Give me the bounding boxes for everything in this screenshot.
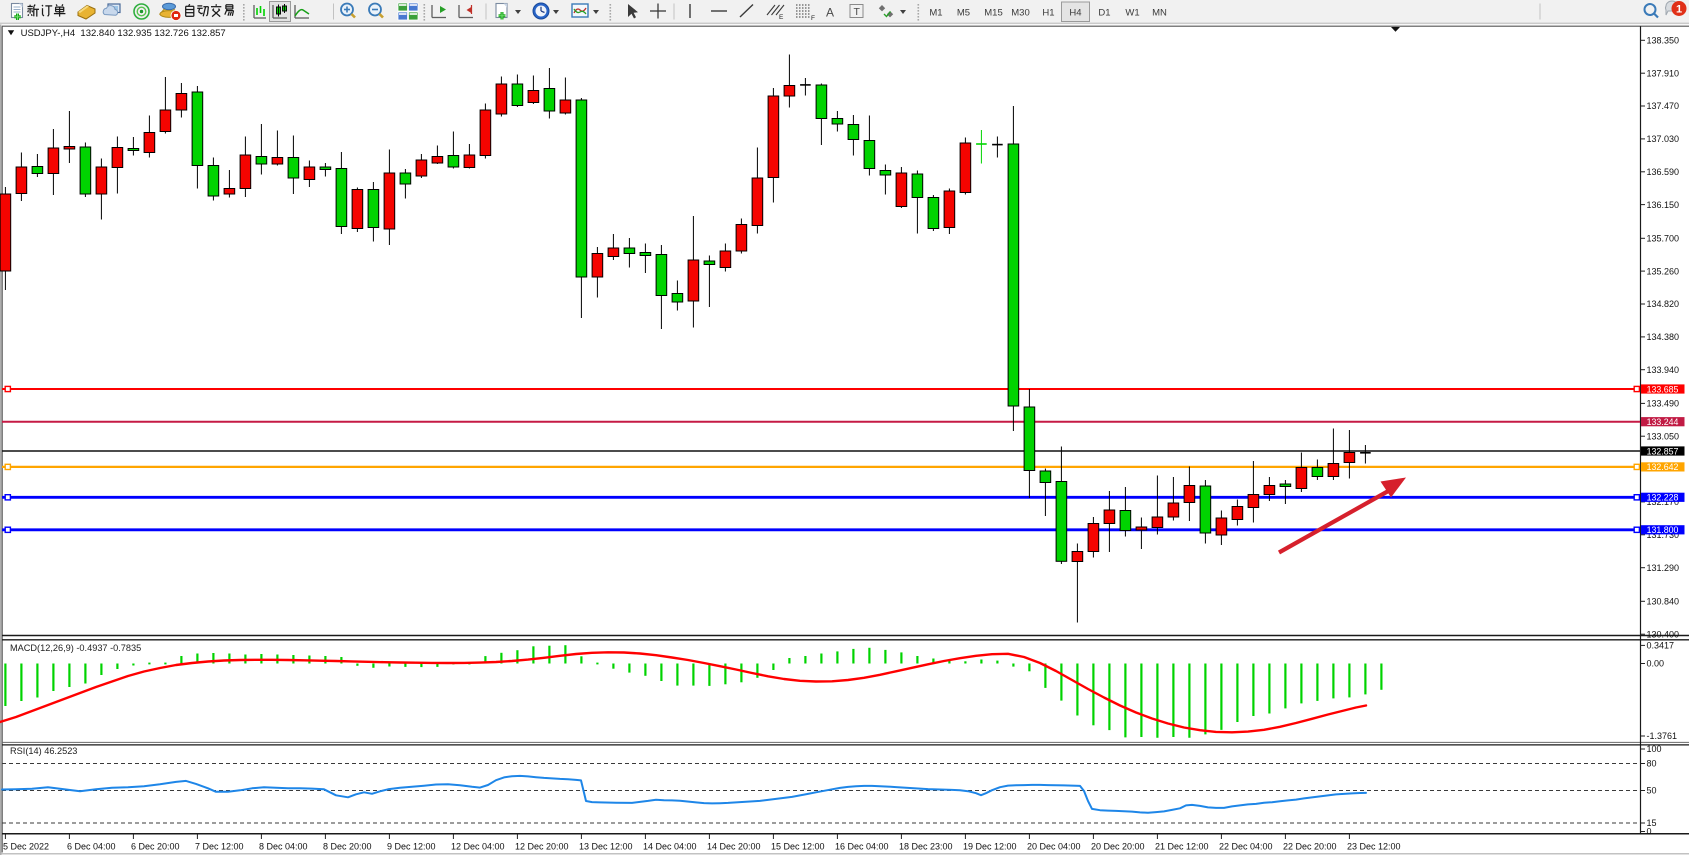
svg-text:H4: H4 (1069, 7, 1081, 18)
svg-text:M1: M1 (929, 7, 942, 18)
svg-text:23 Dec 12:00: 23 Dec 12:00 (1347, 841, 1401, 851)
svg-text:138.350: 138.350 (1647, 36, 1680, 46)
svg-text:14 Dec 04:00: 14 Dec 04:00 (643, 841, 697, 851)
svg-text:19 Dec 12:00: 19 Dec 12:00 (963, 841, 1017, 851)
svg-text:T: T (854, 6, 861, 18)
svg-text:80: 80 (1647, 759, 1657, 769)
svg-text:0.3417: 0.3417 (1647, 641, 1675, 651)
svg-text:D1: D1 (1098, 7, 1110, 18)
svg-text:M30: M30 (1011, 7, 1029, 18)
svg-text:0.00: 0.00 (1647, 659, 1665, 669)
svg-text:136.150: 136.150 (1647, 200, 1680, 210)
svg-text:131.290: 131.290 (1647, 563, 1680, 573)
svg-text:137.030: 137.030 (1647, 134, 1680, 144)
svg-text:16 Dec 04:00: 16 Dec 04:00 (835, 841, 889, 851)
svg-text:0: 0 (1647, 827, 1652, 837)
svg-text:20 Dec 04:00: 20 Dec 04:00 (1027, 841, 1081, 851)
svg-text:18 Dec 23:00: 18 Dec 23:00 (899, 841, 953, 851)
svg-text:137.470: 137.470 (1647, 101, 1680, 111)
svg-text:M15: M15 (984, 7, 1002, 18)
svg-text:133.685: 133.685 (1647, 384, 1679, 394)
svg-text:14 Dec 20:00: 14 Dec 20:00 (707, 841, 761, 851)
svg-text:131.730: 131.730 (1647, 530, 1680, 540)
svg-text:13 Dec 12:00: 13 Dec 12:00 (579, 841, 633, 851)
svg-text:130.400: 130.400 (1647, 629, 1680, 639)
svg-text:H1: H1 (1042, 7, 1054, 18)
svg-text:131.800: 131.800 (1647, 525, 1679, 535)
svg-text:134.380: 134.380 (1647, 332, 1680, 342)
svg-text:100: 100 (1647, 744, 1662, 754)
svg-text:W1: W1 (1125, 7, 1139, 18)
svg-text:15: 15 (1647, 818, 1657, 828)
svg-text:132.170: 132.170 (1647, 497, 1680, 507)
svg-text:A: A (826, 6, 834, 20)
svg-text:9 Dec 12:00: 9 Dec 12:00 (387, 841, 436, 851)
svg-text:MACD(12,26,9) -0.4937 -0.7835: MACD(12,26,9) -0.4937 -0.7835 (10, 643, 141, 653)
svg-text:135.700: 135.700 (1647, 234, 1680, 244)
svg-text:22 Dec 04:00: 22 Dec 04:00 (1219, 841, 1273, 851)
svg-text:E: E (779, 14, 784, 21)
svg-text:133.940: 133.940 (1647, 365, 1680, 375)
svg-text:21 Dec 12:00: 21 Dec 12:00 (1155, 841, 1209, 851)
svg-text:20 Dec 20:00: 20 Dec 20:00 (1091, 841, 1145, 851)
svg-text:8 Dec 04:00: 8 Dec 04:00 (259, 841, 308, 851)
svg-text:135.260: 135.260 (1647, 266, 1680, 276)
svg-text:132.857: 132.857 (1647, 446, 1679, 456)
svg-text:F: F (811, 15, 815, 22)
svg-text:8 Dec 20:00: 8 Dec 20:00 (323, 841, 372, 851)
svg-text:136.590: 136.590 (1647, 167, 1680, 177)
svg-text:130.840: 130.840 (1647, 597, 1680, 607)
svg-text:5 Dec 2022: 5 Dec 2022 (3, 841, 49, 851)
svg-text:7 Dec 12:00: 7 Dec 12:00 (195, 841, 244, 851)
svg-text:RSI(14) 46.2523: RSI(14) 46.2523 (10, 746, 77, 756)
svg-text:-1.3761: -1.3761 (1647, 731, 1678, 741)
svg-text:M5: M5 (957, 7, 970, 18)
svg-text:133.050: 133.050 (1647, 431, 1680, 441)
svg-text:133.244: 133.244 (1647, 417, 1679, 427)
svg-text:132.228: 132.228 (1647, 493, 1679, 503)
svg-text:15 Dec 12:00: 15 Dec 12:00 (771, 841, 825, 851)
svg-text:134.820: 134.820 (1647, 299, 1680, 309)
svg-text:12 Dec 20:00: 12 Dec 20:00 (515, 841, 569, 851)
svg-text:12 Dec 04:00: 12 Dec 04:00 (451, 841, 505, 851)
svg-text:50: 50 (1647, 786, 1657, 796)
svg-text:USDJPY-,H4 132.840 132.935 13: USDJPY-,H4 132.840 132.935 132.726 132.8… (21, 28, 226, 39)
svg-text:133.490: 133.490 (1647, 399, 1680, 409)
svg-text:1: 1 (1676, 3, 1682, 15)
svg-text:22 Dec 20:00: 22 Dec 20:00 (1283, 841, 1337, 851)
svg-text:6 Dec 04:00: 6 Dec 04:00 (67, 841, 116, 851)
svg-text:137.910: 137.910 (1647, 68, 1680, 78)
svg-text:6 Dec 20:00: 6 Dec 20:00 (131, 841, 180, 851)
svg-text:MN: MN (1152, 7, 1167, 18)
svg-text:132.642: 132.642 (1647, 462, 1679, 472)
